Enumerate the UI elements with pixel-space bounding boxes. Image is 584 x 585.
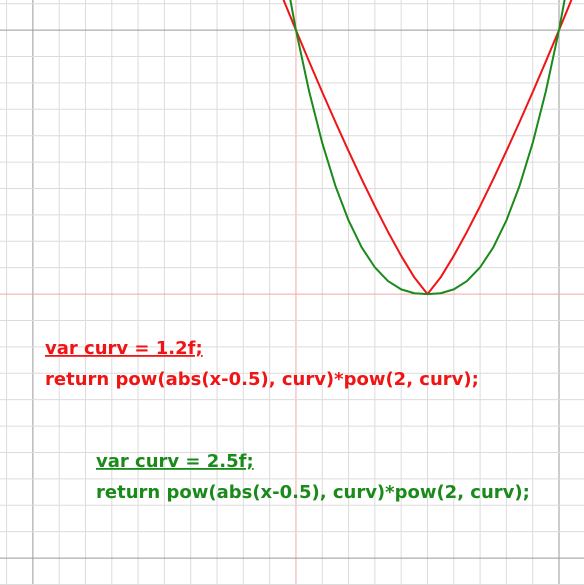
code-declaration: var curv = 2.5f; (96, 451, 254, 472)
curves (282, 0, 573, 296)
curve (289, 0, 566, 296)
code-return: return pow(abs(x-0.5), curv)*pow(2, curv… (45, 369, 479, 390)
code-declaration: var curv = 1.2f; (45, 338, 203, 359)
code-return: return pow(abs(x-0.5), curv)*pow(2, curv… (96, 482, 530, 503)
annotations: var curv = 1.2f; return pow(abs(x-0.5), c… (45, 338, 530, 503)
